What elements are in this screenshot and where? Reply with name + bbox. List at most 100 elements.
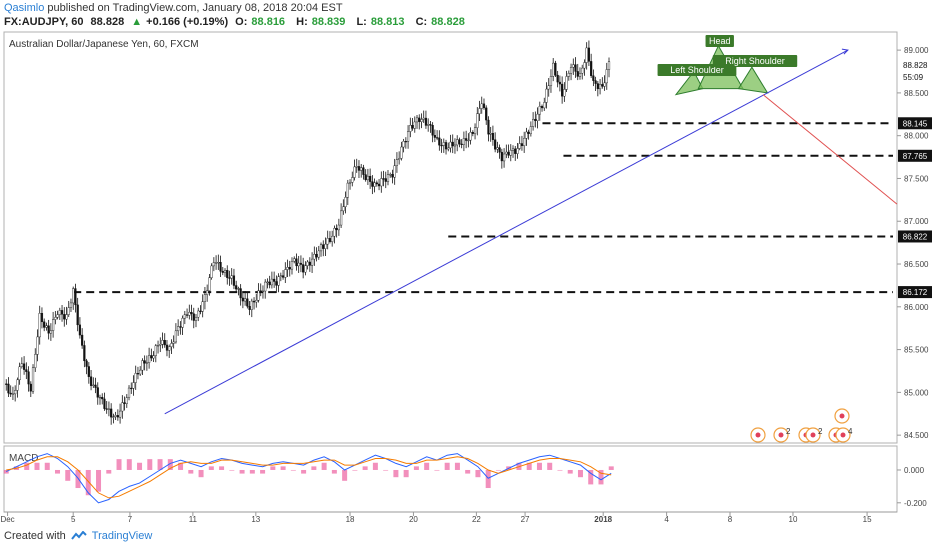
candle-body bbox=[322, 244, 325, 249]
event-count-label: 2 bbox=[786, 427, 791, 436]
time-tick-label: 22 bbox=[472, 515, 481, 524]
candle-body bbox=[103, 398, 106, 409]
candle-body bbox=[362, 167, 365, 175]
candle-body bbox=[188, 312, 191, 316]
trend-lines bbox=[164, 48, 898, 415]
candle-body bbox=[326, 238, 329, 245]
level-price-label: 86.822 bbox=[903, 232, 928, 241]
candle-body bbox=[585, 47, 588, 63]
candle-body bbox=[72, 288, 75, 304]
candle-body bbox=[295, 258, 298, 267]
candle-body bbox=[545, 88, 548, 103]
candle-body bbox=[56, 314, 59, 318]
price-change: +0.166 (+0.19%) bbox=[146, 16, 229, 28]
candle-body bbox=[476, 113, 479, 128]
support-levels: 86.172 86.822 87.765 88.145 bbox=[73, 117, 932, 299]
candle-body bbox=[355, 166, 358, 168]
created-with-text: Created with bbox=[4, 530, 66, 542]
candle-body bbox=[482, 103, 486, 109]
candle-body bbox=[134, 373, 137, 383]
candle-body bbox=[578, 73, 582, 77]
macd-histogram-bar bbox=[372, 462, 378, 470]
macd-histogram-bar bbox=[526, 462, 532, 470]
candle-body bbox=[456, 139, 459, 146]
candle-body bbox=[290, 261, 294, 270]
candle-body bbox=[353, 166, 356, 178]
price-axis[interactable]: 89.000 88.500 88.000 87.500 87.000 86.500 86.0… bbox=[897, 46, 929, 440]
candle-body bbox=[152, 355, 155, 359]
candle-body bbox=[139, 369, 142, 375]
candle-body bbox=[442, 142, 445, 146]
candle-body bbox=[500, 151, 503, 162]
candle-body bbox=[145, 362, 148, 364]
author-name[interactable]: Qasimlo bbox=[4, 2, 45, 14]
candle-body bbox=[404, 141, 407, 143]
event-dot bbox=[840, 432, 846, 438]
macd-histogram-bar bbox=[588, 469, 594, 485]
macd-histogram-bar bbox=[495, 469, 501, 471]
event-dot bbox=[810, 432, 816, 438]
candle-body bbox=[190, 312, 193, 314]
candle-body bbox=[130, 387, 133, 390]
candle-body bbox=[393, 165, 396, 178]
macd-histogram-bar bbox=[393, 469, 399, 478]
candle-body bbox=[406, 131, 410, 142]
tradingview-brand[interactable]: TradingView bbox=[91, 530, 153, 542]
candle-body bbox=[411, 125, 414, 129]
macd-histogram-bar bbox=[198, 469, 204, 478]
candle-body bbox=[136, 373, 140, 375]
macd-histogram-bar bbox=[557, 469, 563, 471]
macd-histogram-bar bbox=[352, 469, 358, 471]
candle-body bbox=[319, 244, 323, 252]
time-tick-label: 20 bbox=[409, 515, 418, 524]
uptrend-line bbox=[164, 49, 849, 415]
candle-body bbox=[594, 80, 597, 84]
candle-body bbox=[315, 254, 318, 258]
macd-histogram-bar bbox=[55, 469, 61, 474]
macd-histogram-bar bbox=[454, 462, 460, 470]
candle-body bbox=[567, 73, 570, 77]
candle-body bbox=[150, 355, 153, 359]
time-tick-label: 10 bbox=[789, 515, 798, 524]
candle-body bbox=[232, 275, 236, 286]
candle-body bbox=[554, 62, 557, 76]
candle-body bbox=[94, 384, 97, 388]
macd-histogram-bar bbox=[290, 469, 296, 471]
candle-body bbox=[366, 175, 369, 181]
candle-body bbox=[87, 366, 90, 377]
candle-body bbox=[244, 298, 247, 302]
candle-body bbox=[174, 330, 178, 343]
candle-body bbox=[5, 383, 8, 385]
candle-body bbox=[246, 298, 249, 307]
candle-body bbox=[386, 174, 390, 182]
candle-body bbox=[583, 62, 586, 69]
candle-body bbox=[275, 281, 278, 286]
macd-histogram-bar bbox=[96, 469, 102, 492]
candle-body bbox=[76, 304, 79, 326]
candle-body bbox=[342, 206, 345, 212]
time-tick-label: 7 bbox=[128, 515, 133, 524]
candle-body bbox=[273, 278, 276, 282]
candle-body bbox=[357, 166, 361, 171]
candle-body bbox=[219, 262, 222, 272]
candle-body bbox=[78, 324, 82, 336]
time-tick-label: 4 bbox=[664, 515, 669, 524]
macd-histogram-bar bbox=[413, 466, 419, 470]
time-axis[interactable]: Dec 5 7 11 13 18 20 22 27 2018 4 8 10 15 bbox=[0, 512, 872, 524]
candle-body bbox=[511, 148, 515, 151]
macd-tick-label: -0.200 bbox=[904, 499, 927, 508]
event-dot bbox=[839, 413, 845, 419]
current-price-label: 88.828 bbox=[903, 61, 928, 70]
candle-body bbox=[395, 159, 399, 166]
candle-body bbox=[556, 74, 559, 83]
candle-body bbox=[221, 271, 224, 273]
open-label: O: bbox=[235, 16, 248, 28]
candle-body bbox=[52, 319, 55, 331]
candle-body bbox=[159, 344, 162, 346]
countdown-label: 55:09 bbox=[903, 73, 924, 82]
close-label: C: bbox=[415, 16, 428, 28]
candle-body bbox=[214, 262, 218, 264]
macd-histogram-bar bbox=[178, 462, 184, 470]
candle-body bbox=[451, 141, 454, 147]
